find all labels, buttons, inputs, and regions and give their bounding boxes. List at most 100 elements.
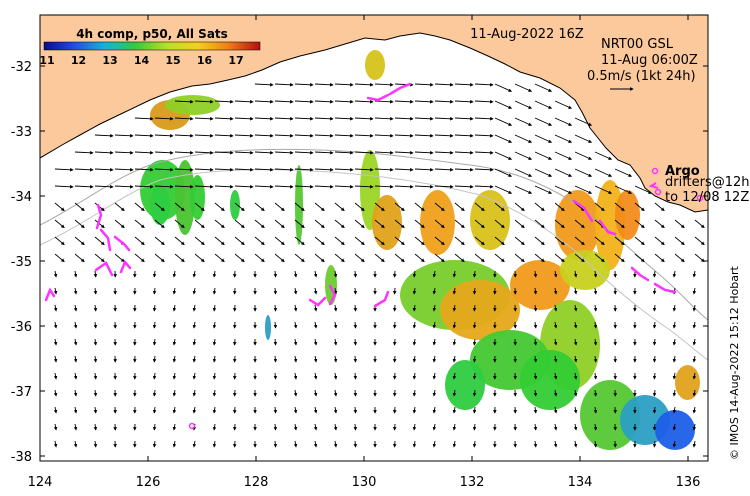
current-arrow bbox=[432, 406, 437, 414]
current-arrow bbox=[434, 184, 454, 189]
current-arrow bbox=[74, 236, 85, 246]
current-arrow bbox=[474, 202, 485, 212]
current-arrow bbox=[353, 287, 358, 295]
current-arrow bbox=[134, 167, 154, 172]
current-arrow bbox=[573, 389, 578, 397]
current-arrow bbox=[414, 184, 434, 189]
current-arrow bbox=[254, 133, 274, 138]
current-arrow bbox=[214, 99, 234, 104]
current-arrow bbox=[434, 236, 445, 246]
current-arrow bbox=[333, 389, 338, 397]
current-arrow bbox=[93, 355, 98, 363]
current-arrow bbox=[54, 253, 65, 263]
x-tick-label: 130 bbox=[352, 475, 377, 490]
current-arrow bbox=[672, 372, 677, 380]
current-arrow bbox=[294, 99, 314, 104]
current-arrow bbox=[174, 184, 194, 189]
current-arrow bbox=[554, 151, 573, 160]
current-arrow bbox=[394, 167, 414, 172]
current-arrow bbox=[293, 270, 298, 278]
current-arrow bbox=[412, 440, 417, 448]
x-tick-label: 134 bbox=[568, 475, 593, 490]
current-arrow bbox=[553, 389, 558, 397]
current-arrow bbox=[254, 236, 265, 246]
x-tick-label: 128 bbox=[244, 475, 269, 490]
current-arrow bbox=[414, 236, 425, 246]
current-arrow bbox=[214, 184, 234, 189]
current-arrow bbox=[553, 355, 558, 363]
current-arrow bbox=[474, 167, 494, 172]
current-arrow bbox=[692, 355, 697, 363]
current-arrow bbox=[452, 287, 457, 295]
current-arrow bbox=[452, 440, 457, 448]
current-arrow bbox=[494, 117, 513, 126]
current-arrow bbox=[172, 389, 177, 397]
current-arrow bbox=[672, 270, 677, 278]
current-arrow bbox=[273, 423, 278, 431]
current-arrow bbox=[214, 167, 234, 172]
current-arrow bbox=[114, 167, 134, 172]
current-info: NRT00 GSL 11-Aug 06:00Z 0.5m/s (1kt 24h) bbox=[587, 37, 698, 91]
current-arrow bbox=[573, 321, 578, 329]
current-arrow bbox=[214, 116, 234, 121]
current-arrow bbox=[94, 236, 105, 246]
current-arrow bbox=[334, 184, 354, 189]
current-arrow bbox=[472, 372, 477, 380]
current-arrow bbox=[273, 270, 278, 278]
current-arrow bbox=[574, 253, 585, 263]
current-arrow bbox=[53, 423, 58, 431]
current-arrow bbox=[234, 184, 254, 189]
current-arrow bbox=[574, 151, 593, 160]
y-tick-label: -34 bbox=[11, 190, 32, 205]
current-arrow bbox=[152, 372, 157, 380]
current-arrow bbox=[174, 219, 185, 229]
drifter-track bbox=[95, 203, 103, 230]
current-arrow bbox=[152, 406, 157, 414]
current-arrow bbox=[494, 100, 513, 109]
current-arrow bbox=[353, 304, 358, 312]
current-arrow bbox=[273, 389, 278, 397]
current-arrow bbox=[533, 423, 538, 431]
current-arrow bbox=[514, 151, 533, 160]
current-arrow bbox=[573, 270, 578, 278]
current-arrow bbox=[294, 219, 305, 229]
current-arrow bbox=[93, 406, 98, 414]
current-arrow bbox=[452, 423, 457, 431]
current-arrow bbox=[313, 423, 318, 431]
drifter-track bbox=[653, 282, 677, 294]
current-arrow bbox=[514, 185, 533, 194]
current-arrow bbox=[154, 184, 174, 189]
current-arrow bbox=[434, 133, 454, 138]
y-axis: -32 -33 -34 -35 -36 -37 -38 bbox=[11, 60, 708, 465]
current-arrow bbox=[652, 355, 657, 363]
current-arrow bbox=[54, 167, 74, 172]
map-date: 11-Aug-2022 16Z bbox=[470, 27, 584, 42]
sst-patch bbox=[372, 195, 402, 250]
current-arrow bbox=[174, 253, 185, 263]
current-arrow bbox=[274, 253, 285, 263]
current-arrow bbox=[274, 150, 294, 155]
current-arrow bbox=[472, 355, 477, 363]
current-arrow bbox=[574, 168, 593, 177]
current-arrow bbox=[73, 338, 78, 346]
plot-frame bbox=[39, 14, 709, 462]
current-arrow bbox=[293, 372, 298, 380]
current-arrow bbox=[94, 253, 105, 263]
current-arrow bbox=[554, 219, 565, 229]
current-arrow bbox=[432, 355, 437, 363]
current-arrow bbox=[654, 219, 665, 229]
colorbar-tick-label: 15 bbox=[165, 54, 180, 67]
current-arrow bbox=[294, 236, 305, 246]
current-arrow bbox=[73, 372, 78, 380]
current-arrow bbox=[152, 389, 157, 397]
current-arrow bbox=[412, 270, 417, 278]
sst-patch bbox=[150, 185, 170, 225]
current-arrow bbox=[554, 134, 573, 143]
current-arrow bbox=[412, 355, 417, 363]
current-arrow bbox=[692, 321, 697, 329]
current-arrow bbox=[414, 253, 425, 263]
sst-patch bbox=[165, 95, 220, 115]
current-arrow bbox=[654, 253, 665, 263]
current-arrow bbox=[274, 184, 294, 189]
current-arrow bbox=[454, 236, 465, 246]
